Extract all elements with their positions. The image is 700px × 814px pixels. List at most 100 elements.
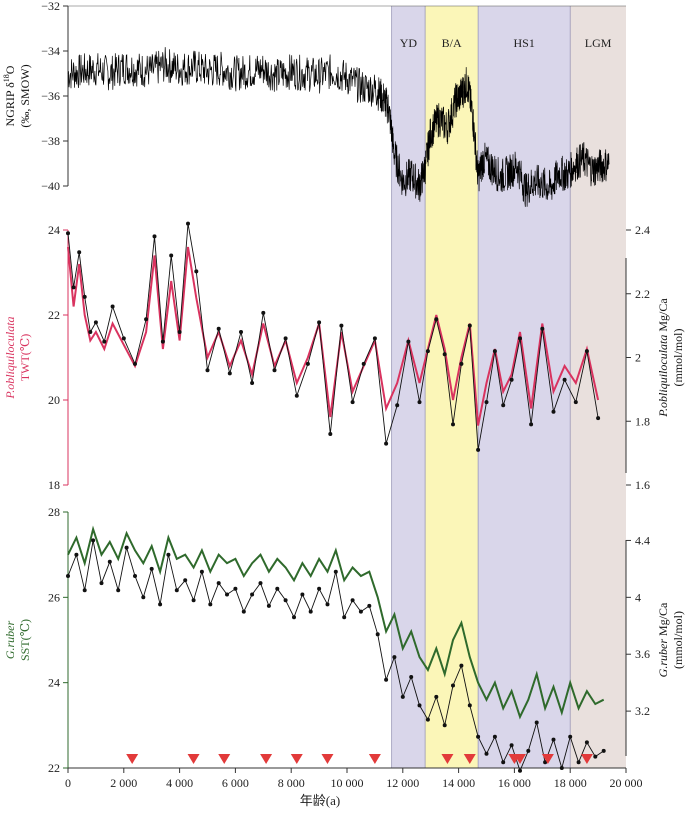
x-tick-label-4: 8 000 <box>278 776 305 790</box>
x-tick-label-5: 10 000 <box>331 776 364 790</box>
series-point-pob-0 <box>66 231 70 236</box>
y2-axis-label-italic: P.obliquiloculata <box>656 335 670 418</box>
series-point-pob-20 <box>239 330 243 334</box>
series-point-grub-10 <box>149 566 154 571</box>
y-tick-label-ngrip-0: −32 <box>41 0 60 13</box>
series-point-pob-38 <box>434 317 439 322</box>
series-point-grub-49 <box>476 734 481 739</box>
series-point-grub-33 <box>342 615 347 620</box>
period-label-2: HS1 <box>513 36 534 50</box>
series-point-pob-26 <box>305 361 310 366</box>
y2-tick-label-grub-0: 3.2 <box>635 704 650 718</box>
dating-marker-12 <box>580 754 593 764</box>
series-line-pob-1 <box>67 223 599 450</box>
dating-marker-5 <box>321 754 334 764</box>
series-point-grub-50 <box>484 751 489 756</box>
series-point-grub-4 <box>99 581 104 586</box>
y2-axis-unit-pob: (mmol/mol) <box>671 329 685 387</box>
y-axis-unit-grub: SST(℃) <box>18 619 32 661</box>
y-axis-label-ngrip: NGRIP δ18O <box>2 65 17 126</box>
y-axis-unit-pob: TWT(℃) <box>18 334 32 381</box>
y-axis-label-tail: O <box>3 65 17 74</box>
series-line-ngrip-0 <box>67 47 610 207</box>
y-axis-label-main: NGRIP δ <box>3 82 17 127</box>
series-point-grub-59 <box>559 766 564 770</box>
series-point-grub-28 <box>300 592 305 597</box>
series-point-pob-12 <box>160 339 165 344</box>
y-axis-label-pob: P.obliquiloculata <box>3 316 17 399</box>
series-point-pob-41 <box>459 361 464 366</box>
series-point-grub-8 <box>133 574 137 578</box>
series-point-grub-13 <box>174 588 179 593</box>
series-point-grub-22 <box>250 592 255 597</box>
series-point-pob-45 <box>492 349 497 354</box>
x-axis-label: 年龄(a) <box>300 793 340 808</box>
dating-marker-1 <box>187 754 200 764</box>
series-point-grub-36 <box>367 603 372 608</box>
series-point-grub-44 <box>434 694 439 699</box>
dating-marker-0 <box>126 754 139 764</box>
period-band-0 <box>391 6 426 768</box>
series-point-pob-50 <box>540 326 545 331</box>
series-point-grub-1 <box>74 552 79 557</box>
series-point-grub-41 <box>409 675 414 679</box>
y2-axis-label-grub: G.ruber Mg/Ca <box>656 602 670 677</box>
series-point-grub-54 <box>518 768 522 773</box>
series-point-pob-21 <box>250 381 255 385</box>
dating-marker-11 <box>541 754 554 764</box>
series-point-pob-2 <box>77 250 82 255</box>
series-point-grub-55 <box>526 748 531 753</box>
series-point-grub-43 <box>425 717 430 722</box>
series-point-grub-64 <box>601 748 606 753</box>
y-tick-label-grub-1: 24 <box>48 676 60 690</box>
dating-marker-8 <box>463 754 476 764</box>
series-point-pob-48 <box>518 336 522 341</box>
series-point-pob-24 <box>283 336 288 341</box>
period-label-1: B/A <box>442 36 462 50</box>
series-lines <box>66 47 610 773</box>
series-point-grub-52 <box>501 760 506 765</box>
x-tick-label-2: 4 000 <box>166 776 193 790</box>
x-tick-label-8: 16 000 <box>498 776 531 790</box>
dating-marker-2 <box>218 754 231 764</box>
series-point-grub-57 <box>543 760 548 765</box>
series-point-pob-4 <box>88 330 93 334</box>
series-point-grub-51 <box>492 734 497 739</box>
series-point-grub-19 <box>225 592 229 597</box>
series-point-pob-18 <box>216 326 221 331</box>
series-point-pob-13 <box>169 253 174 258</box>
series-point-pob-53 <box>573 400 578 405</box>
series-line-pob-0 <box>67 246 600 426</box>
series-point-grub-60 <box>568 734 573 739</box>
dating-marker-6 <box>368 754 381 764</box>
series-point-pob-28 <box>328 432 333 436</box>
y-tick-label-ngrip-2: −36 <box>41 89 60 103</box>
x-tick-label-3: 6 000 <box>222 776 249 790</box>
series-point-grub-48 <box>467 703 472 708</box>
series-line-grub-0 <box>67 525 605 720</box>
series-point-pob-22 <box>261 310 266 315</box>
y-tick-label-pob-2: 22 <box>48 308 60 322</box>
series-point-grub-39 <box>392 655 397 660</box>
series-point-grub-0 <box>66 574 70 578</box>
x-tick-label-10: 20 000 <box>610 776 643 790</box>
series-point-pob-42 <box>467 323 472 328</box>
series-point-grub-3 <box>91 538 96 543</box>
y-tick-label-pob-3: 24 <box>48 223 60 237</box>
series-point-grub-14 <box>183 578 188 583</box>
series-point-grub-9 <box>141 595 146 600</box>
series-point-pob-5 <box>93 320 98 325</box>
y-tick-label-grub-0: 22 <box>48 761 60 775</box>
y-axis-label-sup: 18 <box>2 74 11 82</box>
series-point-pob-16 <box>194 269 199 274</box>
series-point-grub-37 <box>375 632 380 637</box>
series-point-grub-46 <box>451 683 455 688</box>
series-point-pob-25 <box>294 393 299 398</box>
series-point-pob-31 <box>361 361 366 366</box>
series-point-pob-34 <box>395 403 400 408</box>
y2-tick-label-pob-3: 2.2 <box>635 287 650 301</box>
series-point-pob-9 <box>133 361 137 366</box>
series-point-pob-23 <box>272 368 277 373</box>
series-point-grub-21 <box>241 609 246 614</box>
series-point-grub-27 <box>292 615 296 620</box>
